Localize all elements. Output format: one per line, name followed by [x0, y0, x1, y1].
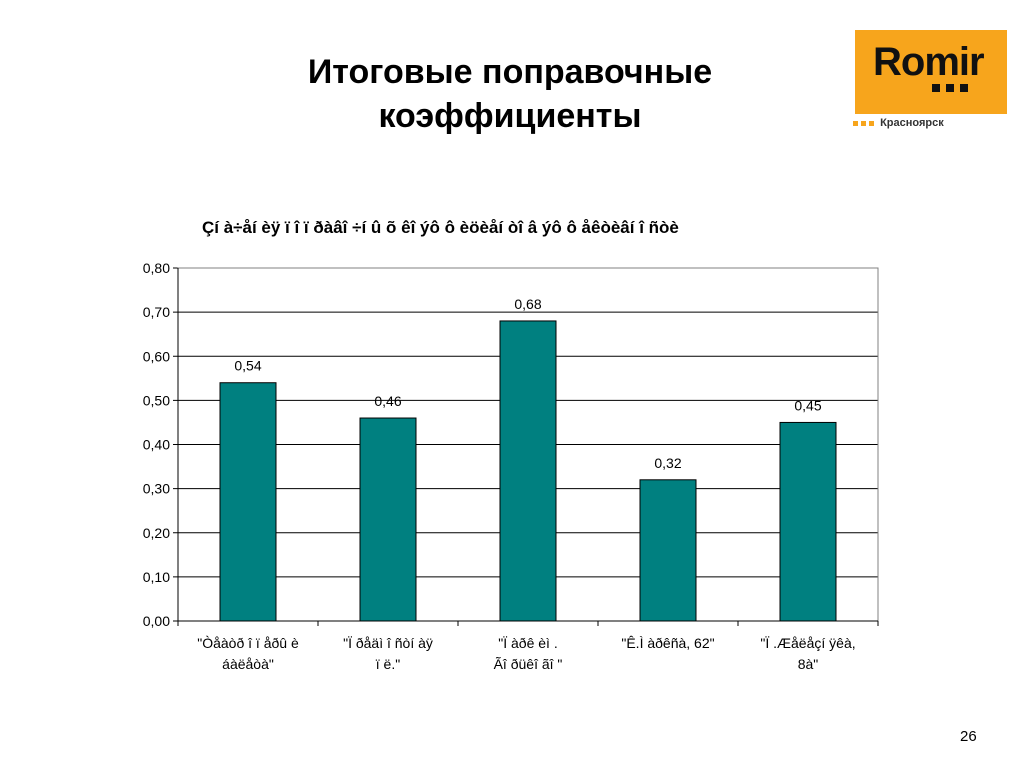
- y-tick-label: 0,40: [143, 437, 170, 453]
- bar: [779, 421, 837, 622]
- x-tick-label: áàëåòà": [222, 656, 274, 672]
- logo-square-icon: [869, 120, 874, 126]
- x-tick-label: ï ë.": [376, 656, 400, 672]
- romir-logo: Romir: [855, 30, 1007, 114]
- y-tick-label: 0,50: [143, 392, 170, 408]
- x-tick-label: Ãî ðüêî ãî ": [494, 656, 563, 672]
- data-label: 0,45: [794, 397, 821, 413]
- y-tick-label: 0,80: [143, 260, 170, 276]
- logo-city-label: Красноярск: [880, 117, 944, 129]
- y-tick-label: 0,00: [143, 613, 170, 629]
- data-label: 0,46: [374, 393, 401, 409]
- y-tick-label: 0,60: [143, 348, 170, 364]
- bar: [219, 382, 277, 622]
- x-tick-label: "Ï .Æåëåçí ÿêà,: [760, 635, 855, 651]
- x-tick-label: "Ï àðê èì .: [498, 635, 557, 651]
- data-label: 0,68: [514, 296, 541, 312]
- x-tick-label: "Òåàòð î ï åðû è: [197, 635, 299, 651]
- x-tick-label: 8à": [798, 656, 819, 672]
- x-tick-label: "Ê.Ì àðêñà, 62": [621, 635, 714, 651]
- y-tick-label: 0,30: [143, 481, 170, 497]
- x-tick-label: "Ï ðåäì î ñòí àÿ: [343, 635, 433, 651]
- logo-square-icon: [853, 120, 858, 126]
- data-label: 0,54: [234, 358, 261, 374]
- y-tick-label: 0,20: [143, 525, 170, 541]
- y-tick-label: 0,70: [143, 304, 170, 320]
- chart-title: Çí à÷åí èÿ ï î ï ðàâî ÷í û õ êî ýô ô èöè…: [202, 218, 679, 237]
- logo-square-icon: [861, 120, 866, 126]
- logo-word: Romir: [873, 40, 985, 84]
- bar: [639, 479, 697, 622]
- logo-dots-icon: [932, 84, 968, 92]
- slide-title: Итоговые поправочные коэффициенты: [307, 53, 713, 135]
- bar: [499, 320, 557, 622]
- page-number: 26: [960, 728, 977, 745]
- bar: [359, 417, 417, 622]
- logo-city: Красноярск: [853, 117, 944, 129]
- data-label: 0,32: [654, 455, 681, 471]
- y-tick-label: 0,10: [143, 569, 170, 585]
